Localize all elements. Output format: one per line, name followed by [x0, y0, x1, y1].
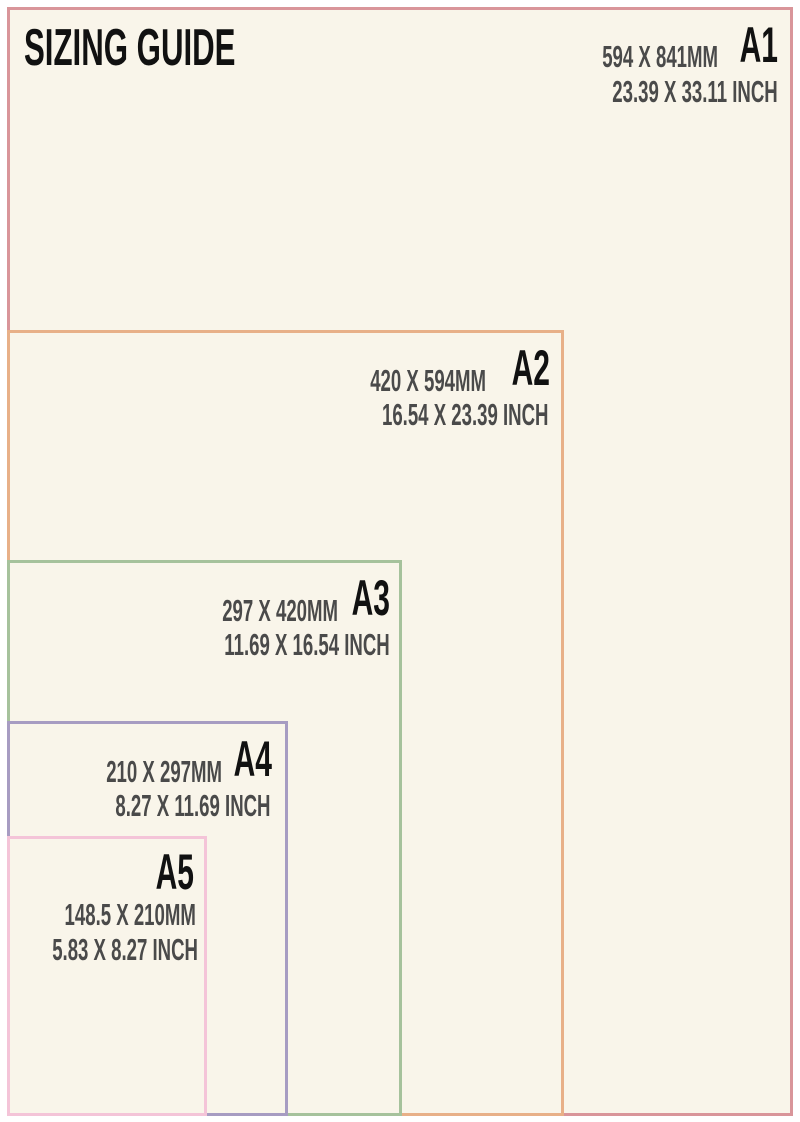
- a5-label: A5: [155, 844, 194, 900]
- a5-mm: 148.5 X 210MM: [64, 897, 196, 932]
- a5-inch: 5.83 X 8.27 INCH: [52, 932, 198, 967]
- a3-inch: 11.69 X 16.54 INCH: [224, 627, 390, 662]
- a1-inch: 23.39 X 33.11 INCH: [612, 74, 778, 109]
- a2-inch: 16.54 X 23.39 INCH: [381, 397, 548, 432]
- a2-label: A2: [511, 340, 550, 396]
- a1-label: A1: [739, 17, 778, 73]
- a4-label: A4: [233, 731, 272, 787]
- a3-mm: 297 X 420MM: [222, 593, 338, 628]
- a3-label: A3: [351, 570, 390, 626]
- a4-inch: 8.27 X 11.69 INCH: [114, 788, 270, 823]
- page-title: SIZING GUIDE: [24, 19, 236, 77]
- a2-mm: 420 X 594MM: [370, 363, 486, 398]
- a4-mm: 210 X 297MM: [106, 754, 222, 789]
- a1-mm: 594 X 841MM: [602, 39, 718, 74]
- a5-frame: [7, 836, 207, 1116]
